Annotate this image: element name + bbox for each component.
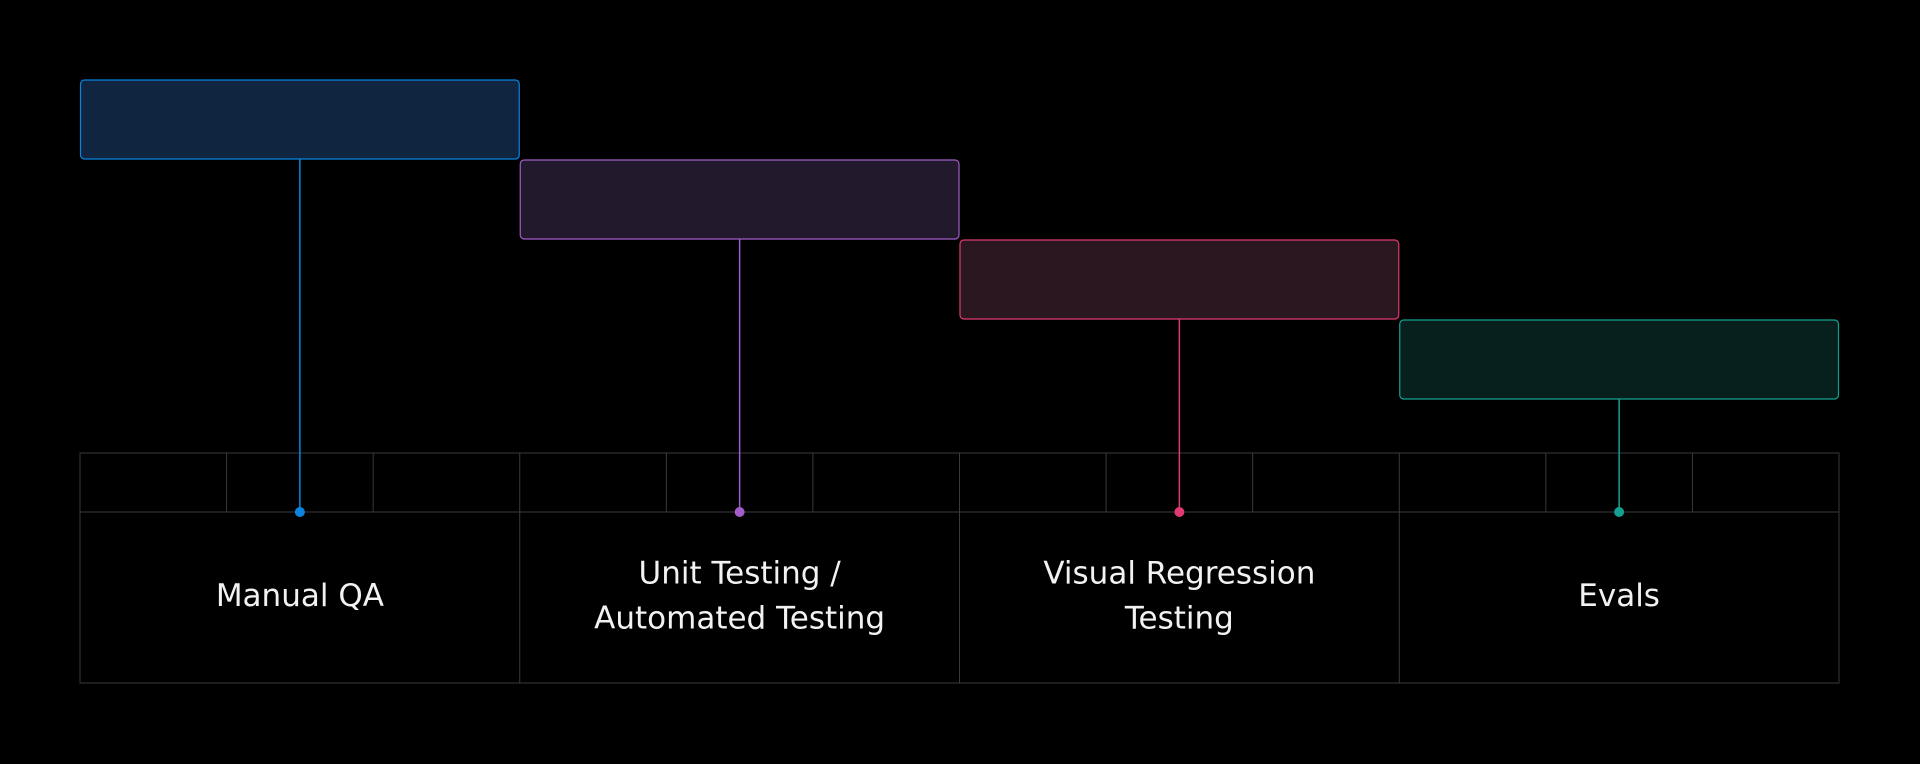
stage-label: Manual QA — [216, 578, 384, 614]
stage-box — [959, 239, 1400, 320]
stage-label: Visual Regression — [1043, 556, 1315, 592]
stage-dot — [1174, 507, 1185, 517]
stage-label: Testing — [1124, 601, 1234, 637]
stage-dot — [734, 507, 745, 517]
stage-box — [519, 159, 960, 240]
stage-label: Evals — [1578, 578, 1660, 614]
stage-dot — [1614, 507, 1625, 517]
stage-dot — [294, 507, 305, 517]
stage-box — [79, 79, 520, 160]
stage-box — [1399, 319, 1840, 400]
stage-label: Unit Testing / — [639, 556, 842, 592]
stage-label: Automated Testing — [594, 601, 885, 637]
